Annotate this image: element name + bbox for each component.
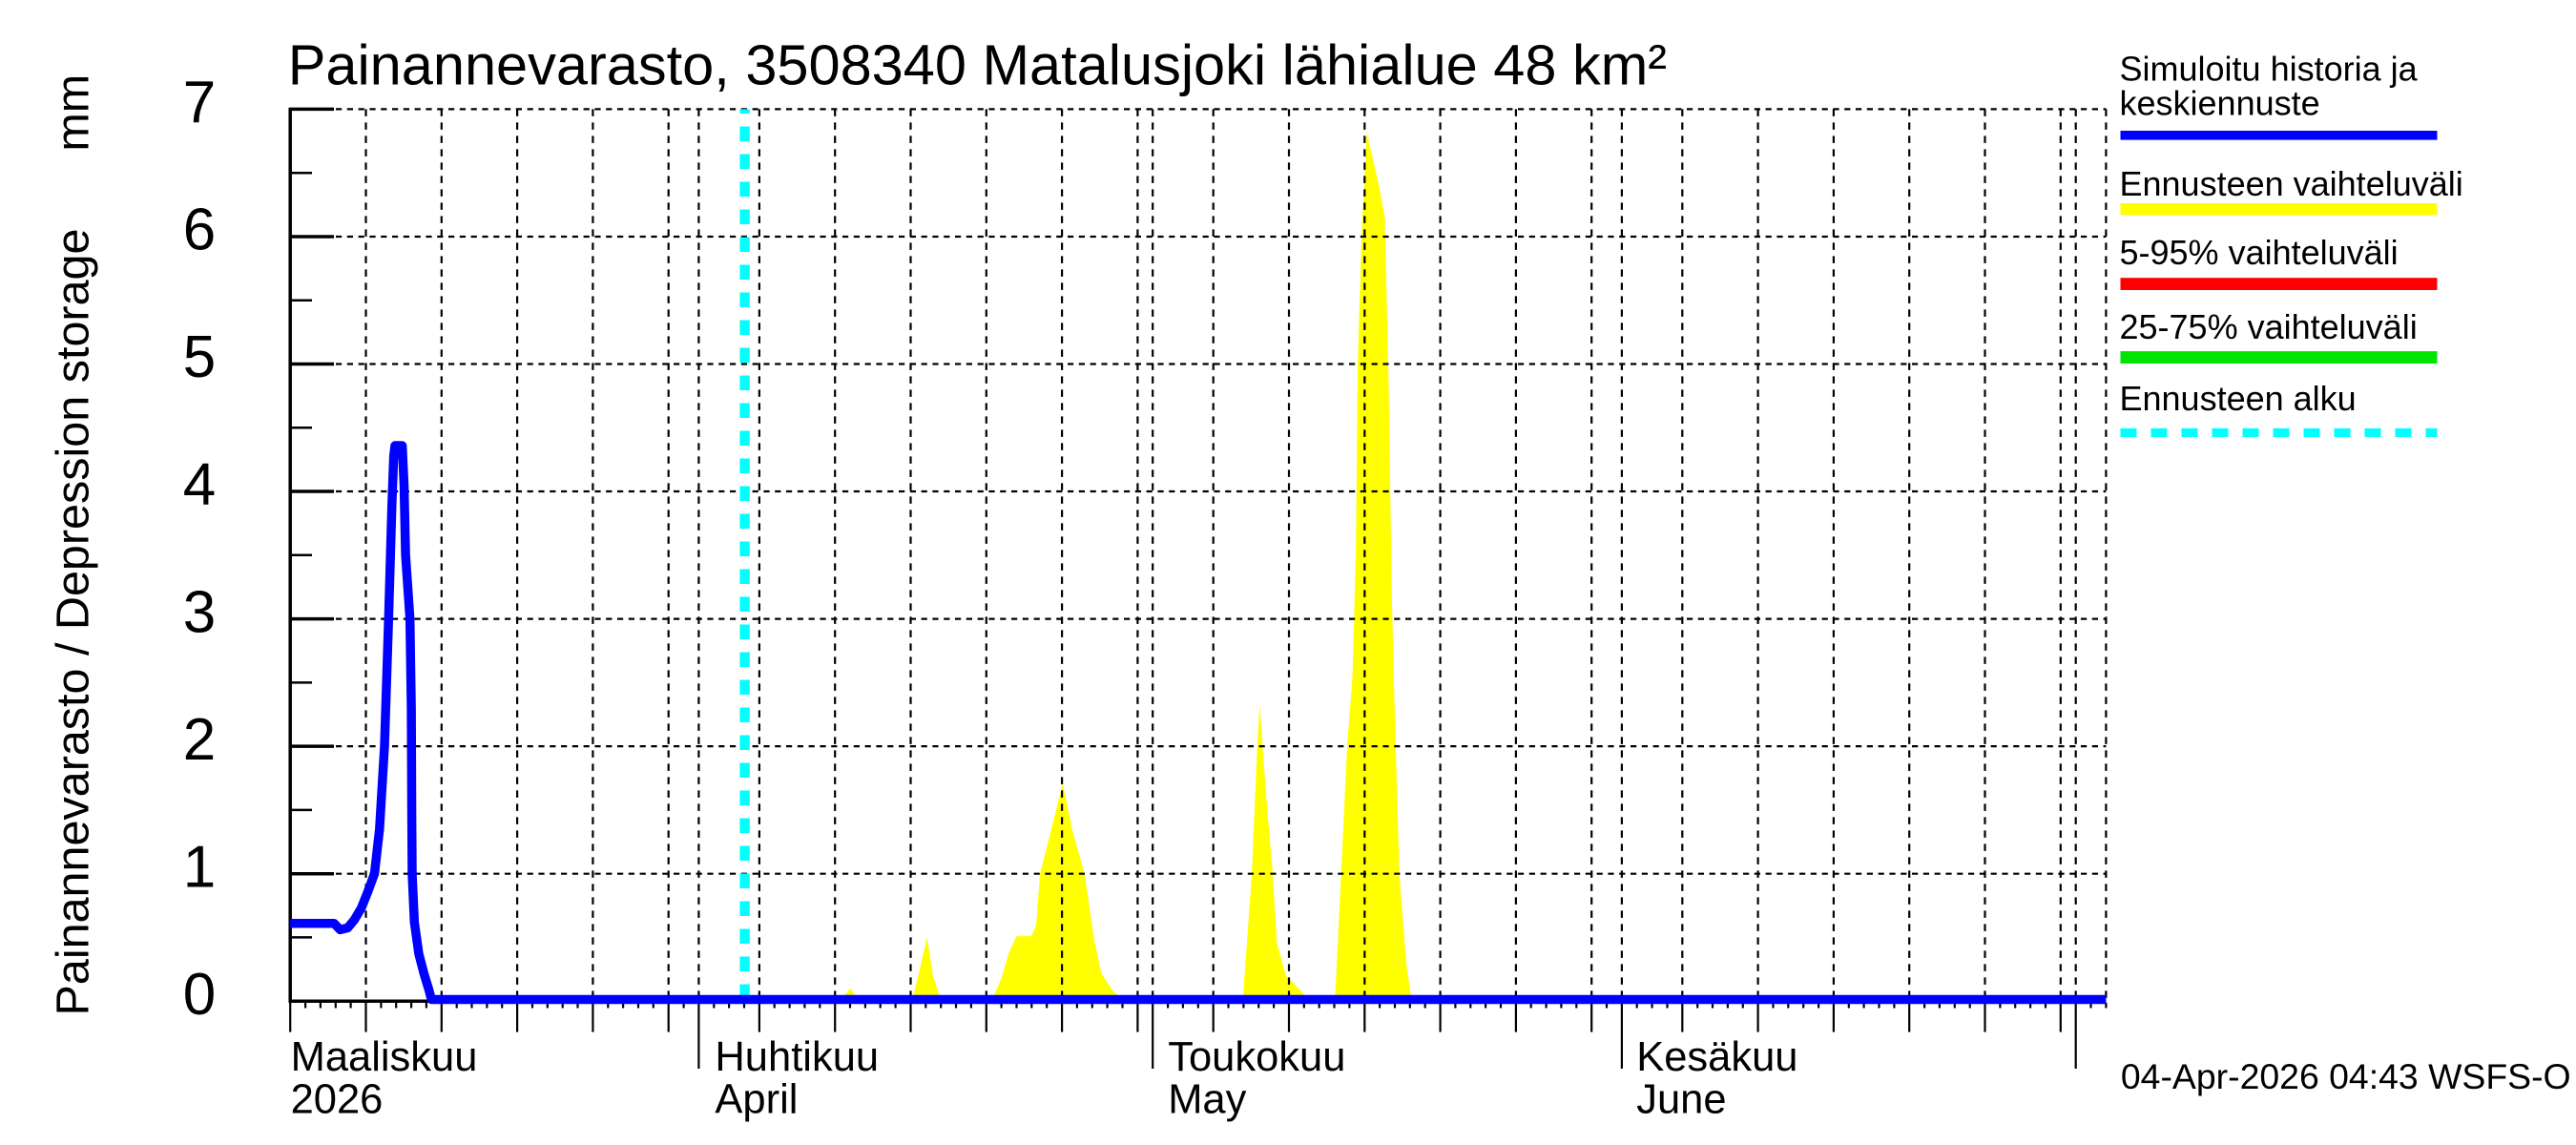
svg-text:1: 1 [183,834,216,900]
svg-text:Painannevarasto, 3508340 Matal: Painannevarasto, 3508340 Matalusjoki läh… [288,33,1667,97]
svg-text:Huhtikuu: Huhtikuu [715,1034,879,1080]
svg-text:Toukokuu: Toukokuu [1168,1034,1345,1080]
svg-text:2: 2 [183,707,216,773]
svg-text:3: 3 [183,579,216,645]
svg-text:4: 4 [183,452,216,518]
svg-text:04-Apr-2026 04:43 WSFS-O: 04-Apr-2026 04:43 WSFS-O [2121,1056,2571,1096]
svg-text:April: April [715,1077,798,1123]
svg-text:Ennusteen vaihteluväli: Ennusteen vaihteluväli [2120,164,2463,203]
svg-text:May: May [1168,1077,1246,1123]
svg-text:Painannevarasto / Depression s: Painannevarasto / Depression storage mm [48,74,99,1016]
svg-text:0: 0 [183,962,216,1028]
svg-text:Simuloitu historia ja: Simuloitu historia ja [2120,50,2419,89]
svg-text:2026: 2026 [291,1077,384,1123]
svg-text:Kesäkuu: Kesäkuu [1636,1034,1797,1080]
svg-text:5-95% vaihteluväli: 5-95% vaihteluväli [2120,233,2399,272]
svg-text:keskiennuste: keskiennuste [2120,84,2320,123]
svg-text:6: 6 [183,198,216,263]
svg-text:Maaliskuu: Maaliskuu [291,1034,478,1080]
svg-text:25-75% vaihteluväli: 25-75% vaihteluväli [2120,307,2418,346]
svg-text:Ennusteen alku: Ennusteen alku [2120,379,2357,418]
svg-text:7: 7 [183,70,216,135]
svg-text:5: 5 [183,324,216,390]
svg-text:June: June [1636,1077,1726,1123]
